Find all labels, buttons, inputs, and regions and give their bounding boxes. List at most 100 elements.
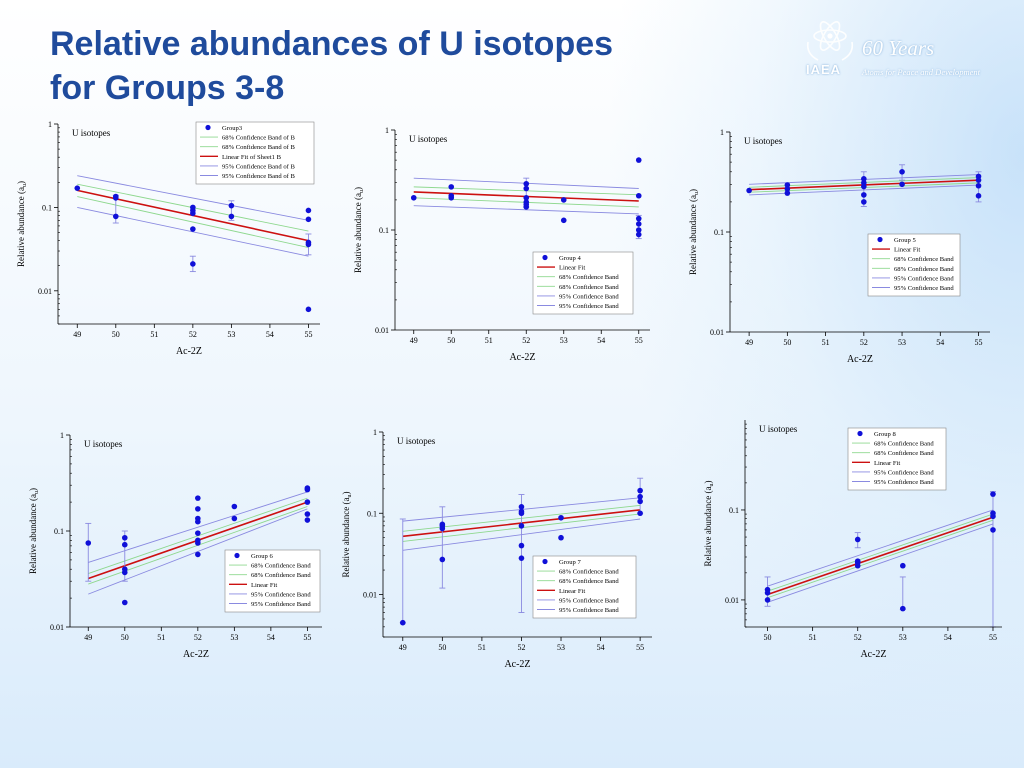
y-axis-label-text: Relative abundance (a <box>16 187 26 267</box>
data-point <box>439 525 446 532</box>
data-point <box>195 518 201 525</box>
data-point <box>231 503 238 510</box>
x-tick-label: 51 <box>157 633 165 642</box>
data-point <box>784 182 791 188</box>
data-point <box>448 194 455 201</box>
data-point <box>518 523 525 529</box>
x-tick-label: 51 <box>478 643 486 652</box>
data-point <box>637 493 643 500</box>
data-point <box>304 499 311 505</box>
y-axis-label-text: Relative abundance (a <box>688 195 698 275</box>
legend-entry: 68% Confidence Band <box>559 284 619 291</box>
data-point <box>784 186 791 192</box>
data-point <box>861 176 867 182</box>
y-tick-label: 0.01 <box>375 326 389 335</box>
data-point <box>448 184 455 190</box>
data-point <box>899 168 905 175</box>
band-95-upper <box>77 175 309 221</box>
data-point <box>637 510 643 517</box>
y-tick-label: 0.01 <box>710 328 724 337</box>
slide-title-line-2: for Groups 3-8 <box>50 69 285 107</box>
legend-entry: 95% Confidence Band <box>559 293 619 300</box>
panel-title: U isotopes <box>84 439 123 449</box>
y-axis-label: Relative abundance (au) <box>688 189 700 275</box>
data-point <box>975 177 982 183</box>
data-point <box>523 194 530 201</box>
x-axis-label: Ac-2Z <box>504 659 530 670</box>
legend-entry: 95% Confidence Band <box>874 469 934 476</box>
x-tick-label: 49 <box>84 633 92 642</box>
logo-org: IAEA <box>806 62 842 77</box>
legend-entry: 95% Confidence Band <box>251 601 311 608</box>
logo-years: 60 Years <box>862 36 935 60</box>
data-point <box>190 226 196 232</box>
data-point <box>635 221 642 227</box>
legend: Group3 68% Confidence Band of B 68% Confid… <box>195 121 315 185</box>
x-tick-label: 50 <box>783 338 791 347</box>
legend-entry: Group 5 <box>894 237 916 244</box>
x-tick-label: 54 <box>944 633 952 642</box>
data-point <box>305 241 312 248</box>
legend-entry: 68% Confidence Band <box>894 266 954 273</box>
slide-title-line-1: Relative abundances of U isotopes <box>50 25 614 63</box>
logo-tagline: Atoms for Peace and Development <box>862 67 981 77</box>
data-point <box>900 605 906 612</box>
y-tick-label: 0.1 <box>729 506 739 515</box>
y-axis-label-close: ) <box>341 492 351 495</box>
x-axis-label: Ac-2Z <box>176 346 202 357</box>
legend-entry: 68% Confidence Band <box>874 450 934 457</box>
legend-entry: 95% Confidence Band of B <box>222 163 295 170</box>
y-axis-label-close: ) <box>703 481 713 484</box>
y-tick-label: 0.01 <box>363 591 377 600</box>
x-tick-label: 51 <box>822 338 830 347</box>
x-tick-label: 54 <box>597 336 605 345</box>
x-tick-label: 50 <box>764 633 772 642</box>
y-axis-label: Relative abundance (au) <box>353 187 365 273</box>
data-point <box>861 183 867 190</box>
iaea-60-years-logo: 60 Years IAEA Atoms for Peace and Develo… <box>800 12 1010 84</box>
data-point <box>410 194 417 201</box>
panel-title: U isotopes <box>759 424 798 434</box>
data-point <box>990 527 996 533</box>
data-point <box>637 487 643 494</box>
x-tick-label: 50 <box>121 633 129 642</box>
x-tick-label: 49 <box>73 330 81 339</box>
legend-entry: 68% Confidence Band <box>559 578 619 585</box>
legend-entry: 68% Confidence Band of B <box>222 144 295 151</box>
data-point <box>764 597 771 603</box>
data-point <box>523 185 530 192</box>
legend-entry: Linear Fit of Sheet1 B <box>222 154 282 161</box>
y-tick-label: 1 <box>720 128 724 137</box>
legend-entry: 68% Confidence Band <box>251 563 311 570</box>
legend-marker <box>234 552 240 559</box>
data-point <box>190 210 196 217</box>
y-axis-label: Relative abundance (au) <box>703 481 715 567</box>
y-axis-label-text: Relative abundance (a <box>28 494 38 574</box>
y-axis-label-text: Relative abundance (a <box>341 498 351 578</box>
data-point <box>635 215 642 222</box>
data-point <box>975 193 982 199</box>
data-point <box>861 192 867 198</box>
data-point <box>635 192 642 199</box>
data-point <box>637 498 643 505</box>
legend: Group 6 68% Confidence Band 68% Confidence… <box>224 549 321 613</box>
data-point <box>304 486 311 493</box>
data-point <box>305 207 312 214</box>
data-point <box>85 540 92 546</box>
y-axis-label-close: ) <box>28 488 38 491</box>
data-point <box>74 185 81 191</box>
linear-fit-line <box>767 516 994 596</box>
legend-entry: Group 7 <box>559 559 581 566</box>
legend-entry: 68% Confidence Band <box>559 274 619 281</box>
x-tick-label: 52 <box>860 338 868 347</box>
panel-title: U isotopes <box>72 128 111 138</box>
y-tick-label: 0.1 <box>379 226 389 235</box>
y-axis-label-subscript: u <box>347 495 353 498</box>
y-axis-label-text: Relative abundance (a <box>353 193 363 273</box>
panel-title: U isotopes <box>409 134 448 144</box>
data-point <box>746 187 752 194</box>
data-point <box>518 510 525 517</box>
legend-entry: 95% Confidence Band <box>894 275 954 282</box>
